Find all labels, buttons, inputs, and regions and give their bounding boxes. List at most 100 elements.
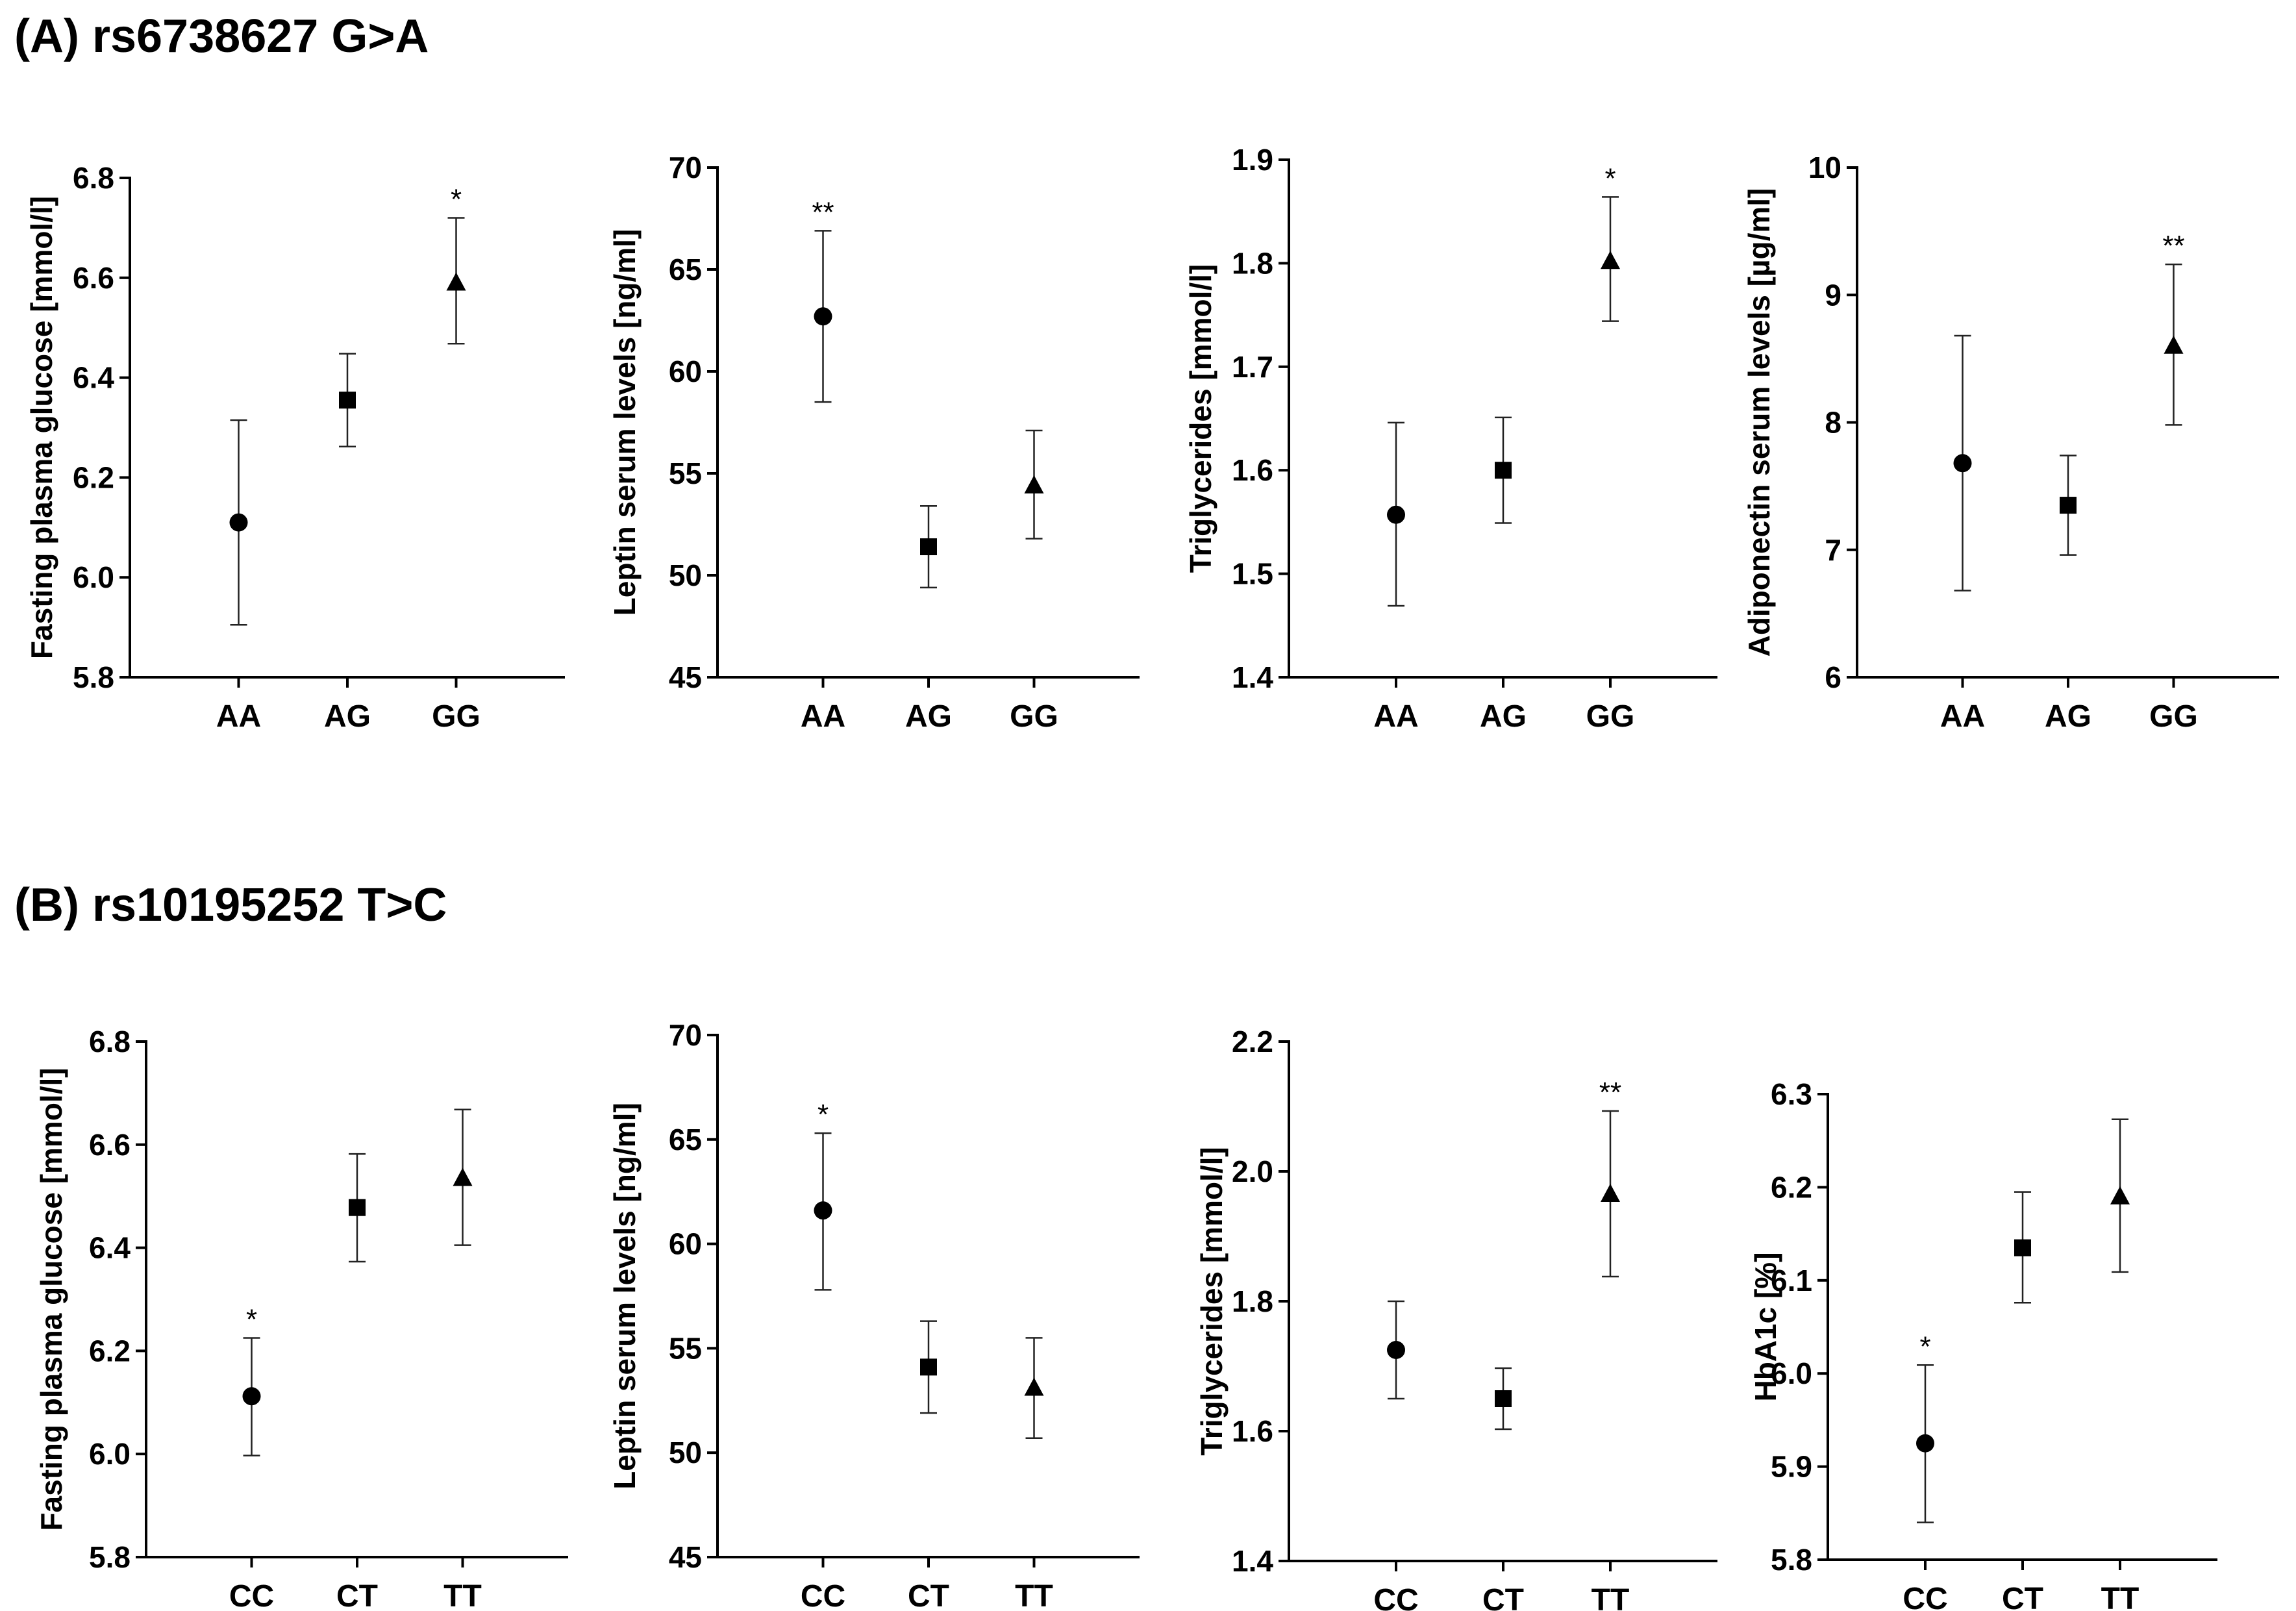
y-tick-label: 6.8	[89, 1025, 131, 1058]
y-tick-label: 8	[1825, 406, 1841, 440]
data-point-circle	[1387, 505, 1405, 524]
y-tick-label: 10	[1808, 151, 1841, 184]
y-axis-title: Leptin serum levels [ng/ml]	[608, 1103, 642, 1490]
y-tick-label: 70	[669, 151, 702, 184]
x-tick-label: CC	[801, 1579, 845, 1611]
data-point-circle	[242, 1387, 261, 1406]
significance-label: **	[1599, 1077, 1621, 1108]
x-tick-label: GG	[1010, 699, 1058, 734]
y-tick-label: 1.8	[1232, 1284, 1273, 1318]
x-tick-label: AA	[216, 699, 261, 734]
x-tick-label: AA	[801, 699, 845, 734]
data-point-circle	[229, 513, 248, 532]
y-tick-label: 6.4	[89, 1231, 131, 1265]
x-tick-label: AA	[1373, 699, 1418, 734]
y-tick-label: 9	[1825, 278, 1841, 312]
y-tick-label: 6.0	[1771, 1356, 1812, 1390]
data-point-triangle	[1601, 251, 1620, 269]
y-tick-label: 6.2	[1771, 1170, 1812, 1204]
x-tick-label: AG	[324, 699, 371, 734]
chart-2: 45 50 55 60 65 70 Leptin serum levels [ng/ml] A…	[608, 151, 1140, 734]
y-tick-label: 6.4	[73, 361, 114, 395]
y-tick-label: 55	[669, 1331, 702, 1365]
data-point-triangle	[1024, 1377, 1044, 1396]
y-tick-label: 6.2	[89, 1334, 131, 1367]
data-point-square	[339, 392, 356, 409]
data-point-circle	[814, 1201, 832, 1220]
data-point-square	[1495, 462, 1512, 479]
data-point-circle	[1387, 1341, 1405, 1359]
x-tick-label: GG	[1586, 699, 1635, 734]
data-point-triangle	[1601, 1184, 1620, 1202]
y-tick-label: 7	[1825, 533, 1841, 567]
chart-4: 6 7 8 9 10 Adiponectin serum levels [µg/ml] AA…	[1742, 151, 2279, 734]
x-tick-label: GG	[432, 699, 480, 734]
data-point-triangle	[2164, 335, 2184, 354]
chart-7: 1.4 1.6 1.8 2.0 2.2 Triglycerides [mmol/l] CC C…	[1195, 1025, 1717, 1611]
y-tick-label: 6.6	[73, 261, 114, 295]
x-tick-label: CC	[1903, 1582, 1947, 1611]
y-tick-label: 60	[669, 355, 702, 388]
y-tick-label: 45	[669, 660, 702, 694]
y-tick-label: 5.8	[89, 1540, 131, 1574]
y-tick-label: 2.2	[1232, 1025, 1273, 1058]
panel-a-heading: (A) rs6738627 G>A	[14, 10, 429, 62]
y-axis-title: Fasting plasma glucose [mmol/l]	[25, 196, 58, 659]
y-tick-label: 6.0	[73, 560, 114, 594]
data-point-triangle	[446, 272, 466, 291]
x-tick-label: AG	[1480, 699, 1527, 734]
data-point-circle	[1916, 1434, 1934, 1453]
data-point-square	[349, 1199, 366, 1216]
charts-container: 5.8 6.0 6.2 6.4 6.6 6.8 Fasting plasma glucose…	[25, 143, 2279, 1611]
y-tick-label: 50	[669, 558, 702, 592]
data-point-square	[2060, 497, 2077, 514]
y-tick-label: 6.0	[89, 1437, 131, 1471]
significance-label: *	[246, 1304, 257, 1336]
significance-label: *	[1604, 162, 1616, 194]
y-tick-label: 5.8	[73, 660, 114, 694]
data-point-square	[1495, 1390, 1512, 1407]
y-tick-label: 5.8	[1771, 1543, 1812, 1577]
y-tick-label: 5.9	[1771, 1450, 1812, 1484]
y-tick-label: 2.0	[1232, 1155, 1273, 1188]
x-tick-label: CC	[1373, 1583, 1418, 1611]
y-tick-label: 6.8	[73, 161, 114, 195]
chart-1: 5.8 6.0 6.2 6.4 6.6 6.8 Fasting plasma glucose…	[25, 161, 565, 734]
y-axis-title: HbA1c [%]	[1749, 1252, 1782, 1401]
panel-b-heading: (B) rs10195252 T>C	[14, 879, 447, 931]
y-tick-label: 6	[1825, 660, 1841, 694]
chart-6: 45 50 55 60 65 70 Leptin serum levels [ng/ml] C…	[608, 1018, 1140, 1611]
y-tick-label: 1.4	[1232, 660, 1273, 694]
y-tick-label: 45	[669, 1540, 702, 1574]
chart-3: 1.4 1.5 1.6 1.7 1.8 1.9 Triglycerides [mmol/l]…	[1184, 143, 1717, 734]
y-axis-title: Fasting plasma glucose [mmol/l]	[34, 1068, 68, 1530]
significance-label: *	[1919, 1330, 1930, 1362]
y-tick-label: 1.6	[1232, 453, 1273, 487]
x-tick-label: GG	[2149, 699, 2198, 734]
x-tick-label: CT	[908, 1579, 949, 1611]
data-point-triangle	[453, 1168, 473, 1186]
y-axis-title: Triglycerides [mmol/l]	[1195, 1147, 1229, 1455]
x-tick-label: AA	[1940, 699, 1985, 734]
y-tick-label: 65	[669, 1123, 702, 1156]
x-tick-label: CT	[2002, 1582, 2043, 1611]
y-tick-label: 6.1	[1771, 1264, 1812, 1297]
x-tick-label: TT	[1015, 1579, 1053, 1611]
data-point-square	[920, 538, 937, 556]
y-axis-title: Leptin serum levels [ng/ml]	[608, 229, 642, 616]
x-tick-label: CT	[1482, 1583, 1524, 1611]
y-axis-title: Adiponectin serum levels [µg/ml]	[1742, 188, 1776, 657]
significance-label: **	[2162, 230, 2184, 262]
chart-5: 5.8 6.0 6.2 6.4 6.6 6.8 Fasting plasma glucose…	[34, 1025, 568, 1611]
y-tick-label: 6.3	[1771, 1077, 1812, 1111]
x-tick-label: CC	[229, 1579, 274, 1611]
significance-label: *	[451, 184, 462, 216]
data-point-triangle	[1024, 475, 1044, 493]
x-tick-label: AG	[2045, 699, 2091, 734]
y-axis-title: Triglycerides [mmol/l]	[1184, 264, 1217, 573]
x-tick-label: AG	[905, 699, 952, 734]
y-tick-label: 1.5	[1232, 557, 1273, 591]
significance-label: **	[812, 196, 834, 228]
y-tick-label: 1.6	[1232, 1414, 1273, 1448]
data-point-square	[920, 1358, 937, 1376]
